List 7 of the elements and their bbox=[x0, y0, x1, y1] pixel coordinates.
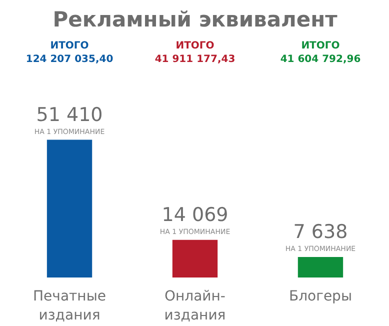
x-tick-label: Онлайн- издания bbox=[164, 288, 226, 324]
x-tick-label: Печатные издания bbox=[33, 288, 106, 324]
x-tick-label: Блогеры bbox=[288, 288, 352, 304]
text: ИТОГО 41 911 177,43 bbox=[154, 40, 236, 65]
text: ИТОГО 124 207 035,40 bbox=[26, 40, 114, 65]
chart-title: Рекламный эквивалент bbox=[52, 8, 338, 32]
text: ИТОГО 41 604 792,96 bbox=[280, 40, 361, 65]
